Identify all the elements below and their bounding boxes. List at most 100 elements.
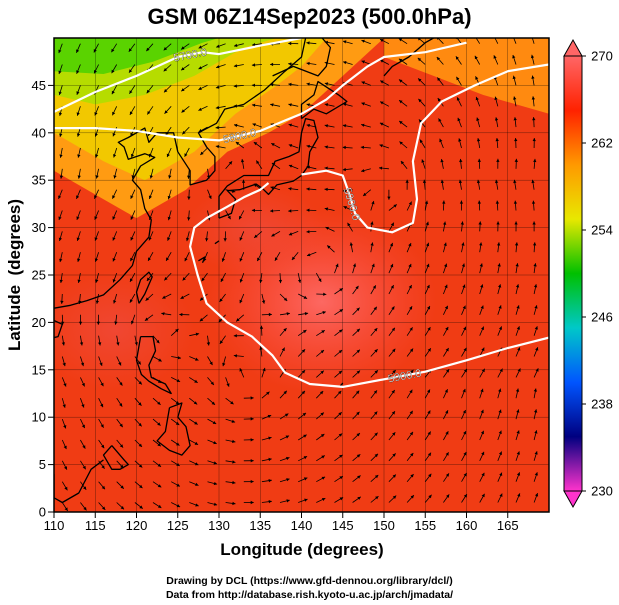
wind-arrowhead [445,348,449,352]
wind-arrowhead [442,200,446,204]
wind-arrowhead [495,200,500,204]
wind-arrowhead [303,456,308,460]
wind-arrowhead [515,388,520,392]
wind-arrowhead [480,430,484,435]
wind-arrowhead [261,300,266,304]
wind-arrowhead [306,123,310,128]
wind-arrowhead [356,370,360,374]
wind-arrowhead [343,61,347,65]
wind-arrowhead [200,297,204,301]
wind-arrowhead [456,76,460,81]
wind-arrowhead [176,379,181,382]
wind-arrowhead [128,48,132,52]
wind-arrowhead [195,503,199,507]
x-tick-label: 165 [497,518,519,533]
wind-arrowhead [481,451,485,456]
wind-arrowhead [59,133,63,137]
wind-arrowhead [338,433,343,437]
wind-arrowhead [532,117,536,121]
y-tick-label: 10 [32,410,46,425]
wind-arrowhead [198,66,202,70]
wind-arrowhead [321,455,325,459]
wind-arrowhead [59,279,63,283]
wind-arrowhead [129,69,133,73]
x-axis-label: Longitude (degrees) [220,540,383,559]
wind-arrowhead [259,346,263,350]
wind-arrowhead [193,401,198,405]
wind-arrowhead [531,75,535,79]
wind-arrowhead [252,43,256,47]
wind-arrowhead [324,103,329,107]
wind-arrowhead [399,121,403,125]
x-tick-label: 125 [167,518,189,533]
wind-arrowhead [463,452,467,456]
wind-arrowhead [131,175,135,179]
wind-arrowhead [408,243,412,247]
colorbar-scale [563,55,583,492]
colorbar-min-triangle [563,490,583,509]
wind-arrowhead [408,201,412,206]
wind-arrowhead [195,482,199,486]
wind-arrowhead [380,80,384,84]
wind-arrowhead [62,404,66,408]
wind-arrowhead [175,328,179,333]
wind-arrowhead [428,473,432,478]
x-tick-label: 110 [44,518,65,533]
wind-arrowhead [320,412,324,416]
wind-arrowhead [95,300,99,304]
wind-arrowhead [387,196,391,200]
wind-arrowhead [306,208,310,212]
wind-arrowhead [259,325,264,329]
wind-arrowhead [60,300,64,304]
wind-arrowhead [270,62,274,67]
wind-arrowhead [443,221,447,225]
wind-arrowhead [498,284,502,288]
coastline [135,271,153,304]
wind-arrowhead [76,91,80,95]
wind-arrowhead [477,158,481,162]
wind-arrowhead [481,368,485,373]
wind-arrowhead [222,362,226,367]
wind-arrowhead [82,445,86,449]
wind-arrowhead [436,57,441,61]
wind-arrowhead [392,495,397,499]
wind-arrowhead [514,158,518,162]
wind-arrowhead [250,500,254,505]
wind-arrowhead [319,391,324,395]
wind-arrowhead [534,326,538,330]
wind-arrowhead [517,368,521,372]
wind-arrowhead [302,412,306,417]
wind-arrowhead [517,493,521,497]
wind-arrowhead [271,233,275,237]
wind-arrowhead [219,298,223,302]
wind-arrowhead [168,175,172,179]
wind-arrowhead [80,362,85,367]
wind-arrowhead [240,159,245,163]
wind-arrowhead [349,242,353,246]
wind-arrowhead [130,153,135,158]
wind-vector [475,38,481,44]
wind-arrowhead [184,153,188,157]
wind-arrowhead [144,317,149,321]
wind-arrowhead [498,409,502,413]
wind-arrowhead [81,404,85,408]
wind-arrowhead [306,103,310,107]
wind-arrowhead [320,370,324,374]
wind-arrowhead [158,358,162,362]
wind-vector [456,38,462,44]
wind-arrowhead [498,326,502,330]
wind-arrowhead [239,299,243,304]
wind-arrowhead [286,456,290,461]
wind-arrowhead [321,498,326,501]
y-tick-label: 45 [32,78,46,93]
wind-arrowhead [443,242,447,246]
wind-arrowhead [147,111,151,115]
wind-arrowhead [199,318,204,322]
wind-arrowhead [129,90,133,94]
wind-arrowhead [418,78,422,82]
wind-arrowhead [219,340,224,344]
wind-arrowhead [479,242,483,246]
lat-lon-grid [54,38,549,512]
height-contour [54,38,302,113]
wind-arrowhead [374,328,378,332]
